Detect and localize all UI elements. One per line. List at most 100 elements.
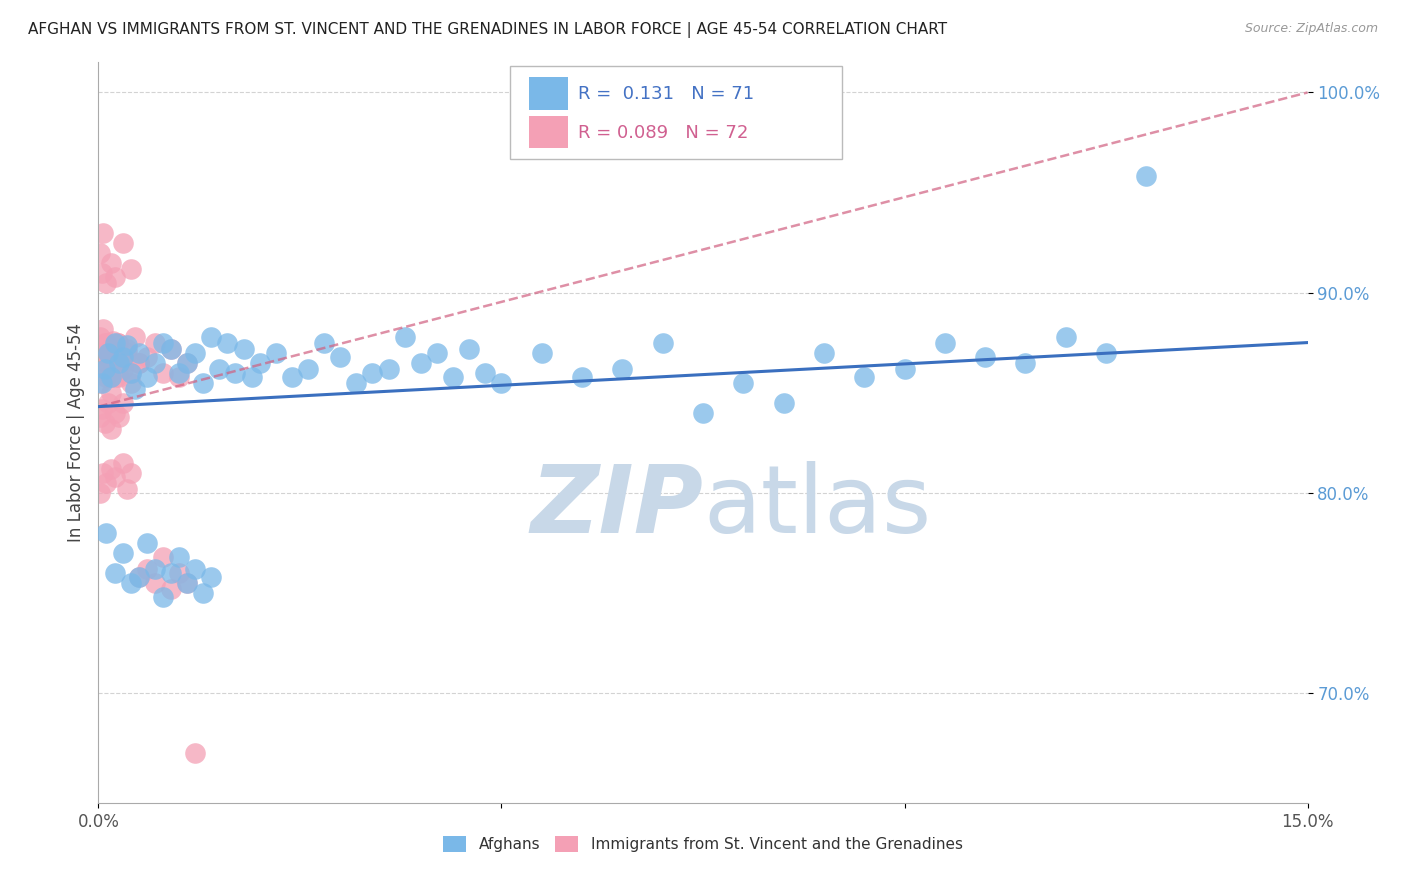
Point — [264, 345, 287, 359]
Point — [111, 350, 134, 364]
Point — [111, 546, 134, 560]
Point — [217, 335, 239, 350]
Point — [651, 335, 673, 350]
Point — [344, 376, 367, 390]
Point — [200, 329, 222, 343]
Point — [96, 475, 118, 490]
Point — [160, 582, 183, 596]
Point — [135, 369, 157, 384]
Point — [184, 345, 207, 359]
Point — [329, 350, 352, 364]
Point — [474, 366, 496, 380]
Point — [152, 335, 174, 350]
Point — [167, 366, 190, 380]
Point — [128, 355, 150, 369]
FancyBboxPatch shape — [529, 78, 568, 110]
Point — [100, 385, 122, 400]
Point — [101, 361, 124, 376]
Point — [101, 334, 124, 348]
Point — [96, 369, 118, 384]
Point — [89, 485, 111, 500]
Point — [208, 361, 231, 376]
Text: atlas: atlas — [703, 460, 931, 553]
Point — [115, 482, 138, 496]
Point — [89, 409, 111, 424]
Point — [167, 369, 190, 384]
Point — [90, 266, 112, 280]
Point — [441, 369, 464, 384]
Point — [100, 461, 122, 475]
Point — [111, 355, 134, 369]
Point — [176, 355, 198, 369]
Point — [240, 369, 263, 384]
Point — [100, 369, 122, 384]
Point — [974, 350, 997, 364]
Text: ZIP: ZIP — [530, 460, 703, 553]
Point — [89, 329, 111, 343]
Point — [1014, 355, 1036, 369]
Point — [111, 395, 134, 409]
Point — [184, 746, 207, 760]
FancyBboxPatch shape — [529, 116, 568, 148]
Text: R =  0.131   N = 71: R = 0.131 N = 71 — [578, 85, 755, 103]
Point — [813, 345, 835, 359]
Point — [96, 335, 118, 350]
Point — [111, 456, 134, 470]
Point — [90, 361, 112, 376]
Point — [1135, 169, 1157, 184]
Point — [107, 409, 129, 424]
Point — [135, 535, 157, 549]
Point — [120, 376, 142, 390]
Point — [377, 361, 399, 376]
Point — [97, 355, 120, 369]
Point — [115, 342, 138, 356]
Point — [733, 376, 755, 390]
Text: Source: ZipAtlas.com: Source: ZipAtlas.com — [1244, 22, 1378, 36]
Point — [458, 342, 481, 356]
Point — [224, 366, 246, 380]
Point — [90, 401, 112, 416]
Point — [160, 566, 183, 580]
Point — [128, 345, 150, 359]
Y-axis label: In Labor Force | Age 45-54: In Labor Force | Age 45-54 — [66, 323, 84, 542]
Point — [115, 337, 138, 351]
Point — [692, 406, 714, 420]
Point — [94, 361, 117, 376]
Point — [193, 376, 215, 390]
Point — [124, 329, 146, 343]
Point — [94, 416, 117, 430]
Point — [893, 361, 915, 376]
Point — [143, 355, 166, 369]
Point — [103, 269, 125, 284]
Point — [143, 562, 166, 576]
Point — [108, 369, 131, 384]
Point — [160, 342, 183, 356]
Point — [100, 369, 122, 384]
Point — [176, 575, 198, 590]
Point — [89, 376, 111, 390]
Point — [120, 466, 142, 480]
Point — [94, 335, 117, 350]
Point — [115, 345, 138, 359]
Point — [103, 406, 125, 420]
Point — [160, 342, 183, 356]
Point — [152, 590, 174, 604]
Point — [200, 570, 222, 584]
Point — [281, 369, 304, 384]
Point — [91, 226, 114, 240]
Point — [98, 342, 121, 356]
Point — [143, 335, 166, 350]
Point — [105, 369, 128, 384]
Point — [97, 395, 120, 409]
Point — [361, 366, 384, 380]
Point — [176, 355, 198, 369]
Point — [91, 321, 114, 335]
Point — [97, 350, 120, 364]
Point — [97, 345, 120, 359]
Point — [91, 345, 114, 359]
Point — [100, 422, 122, 436]
Point — [90, 345, 112, 359]
Point — [128, 355, 150, 369]
Point — [90, 376, 112, 390]
Point — [107, 355, 129, 369]
